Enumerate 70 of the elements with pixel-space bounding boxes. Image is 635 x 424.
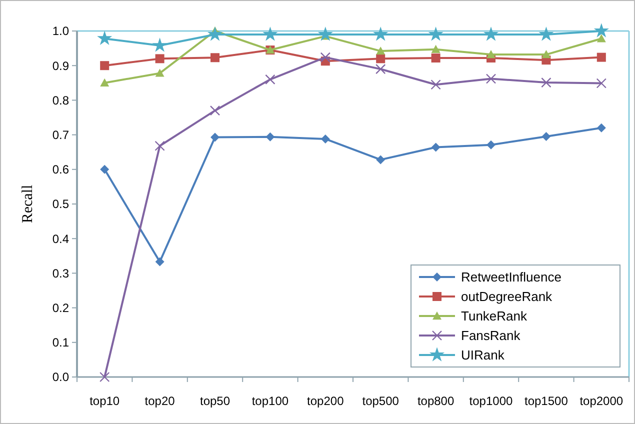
point <box>431 53 440 62</box>
x-tick-label: top500 <box>362 394 400 408</box>
point <box>596 52 606 62</box>
point <box>376 64 386 74</box>
y-tick-label: 0.5 <box>52 197 70 212</box>
point <box>266 132 275 142</box>
point <box>538 26 554 41</box>
x-tick-label: top100 <box>252 394 289 408</box>
x-tick-label: top10 <box>90 394 120 408</box>
point <box>100 372 110 382</box>
point <box>541 77 552 88</box>
y-tick-label: 1.0 <box>52 24 70 38</box>
point <box>320 52 330 62</box>
x-tick-label: top2000 <box>580 394 624 408</box>
point <box>155 54 164 64</box>
x-tick-label: top200 <box>307 394 344 408</box>
point <box>376 54 386 64</box>
x-tick-label: top20 <box>144 394 176 408</box>
point <box>486 50 496 58</box>
point <box>596 34 606 42</box>
y-tick-label: 0.9 <box>52 58 70 73</box>
legend-label: outDegreeRank <box>461 289 553 304</box>
point <box>320 134 330 144</box>
y-tick-label: 0.6 <box>52 162 70 177</box>
point <box>97 30 112 45</box>
x-tick-label: top50 <box>200 394 230 408</box>
point <box>154 140 165 151</box>
point <box>428 26 444 41</box>
point <box>376 46 386 55</box>
point <box>486 140 496 150</box>
point <box>431 142 440 152</box>
point <box>596 123 606 132</box>
point <box>100 61 110 70</box>
x-tick-label: top1000 <box>469 394 514 408</box>
point <box>100 164 110 174</box>
point <box>376 155 386 164</box>
legend-label: TunkeRank <box>461 308 528 324</box>
point <box>430 80 441 90</box>
point <box>318 26 333 41</box>
point <box>542 132 551 142</box>
y-tick-label: 0.4 <box>52 232 70 246</box>
point <box>262 26 278 41</box>
legend-label: RetweetInfluence <box>461 270 562 285</box>
y-tick-label: 0.3 <box>52 266 70 280</box>
point <box>210 132 220 142</box>
point <box>207 26 223 41</box>
y-tick-label: 0.8 <box>52 93 70 108</box>
point <box>431 44 440 53</box>
y-tick-label: 0.7 <box>52 128 70 142</box>
point <box>483 26 499 41</box>
x-tick-label: top800 <box>417 394 454 408</box>
x-tick-label: top1500 <box>524 394 568 408</box>
point <box>210 105 220 116</box>
point <box>542 50 551 58</box>
point <box>486 74 496 84</box>
legend-label: UIRank <box>461 348 505 363</box>
point <box>210 53 220 62</box>
point <box>152 38 168 52</box>
point <box>596 78 606 88</box>
point <box>594 23 609 38</box>
point <box>155 68 164 77</box>
point <box>373 26 388 41</box>
y-axis-title: Recall <box>20 184 36 224</box>
y-tick-label: 0.1 <box>52 336 70 350</box>
y-tick-label: 0.2 <box>52 301 70 315</box>
point <box>100 78 110 86</box>
y-tick-label: 0.0 <box>52 370 70 384</box>
legend-label: FansRank <box>461 328 521 344</box>
point <box>155 257 164 266</box>
point <box>265 74 276 85</box>
